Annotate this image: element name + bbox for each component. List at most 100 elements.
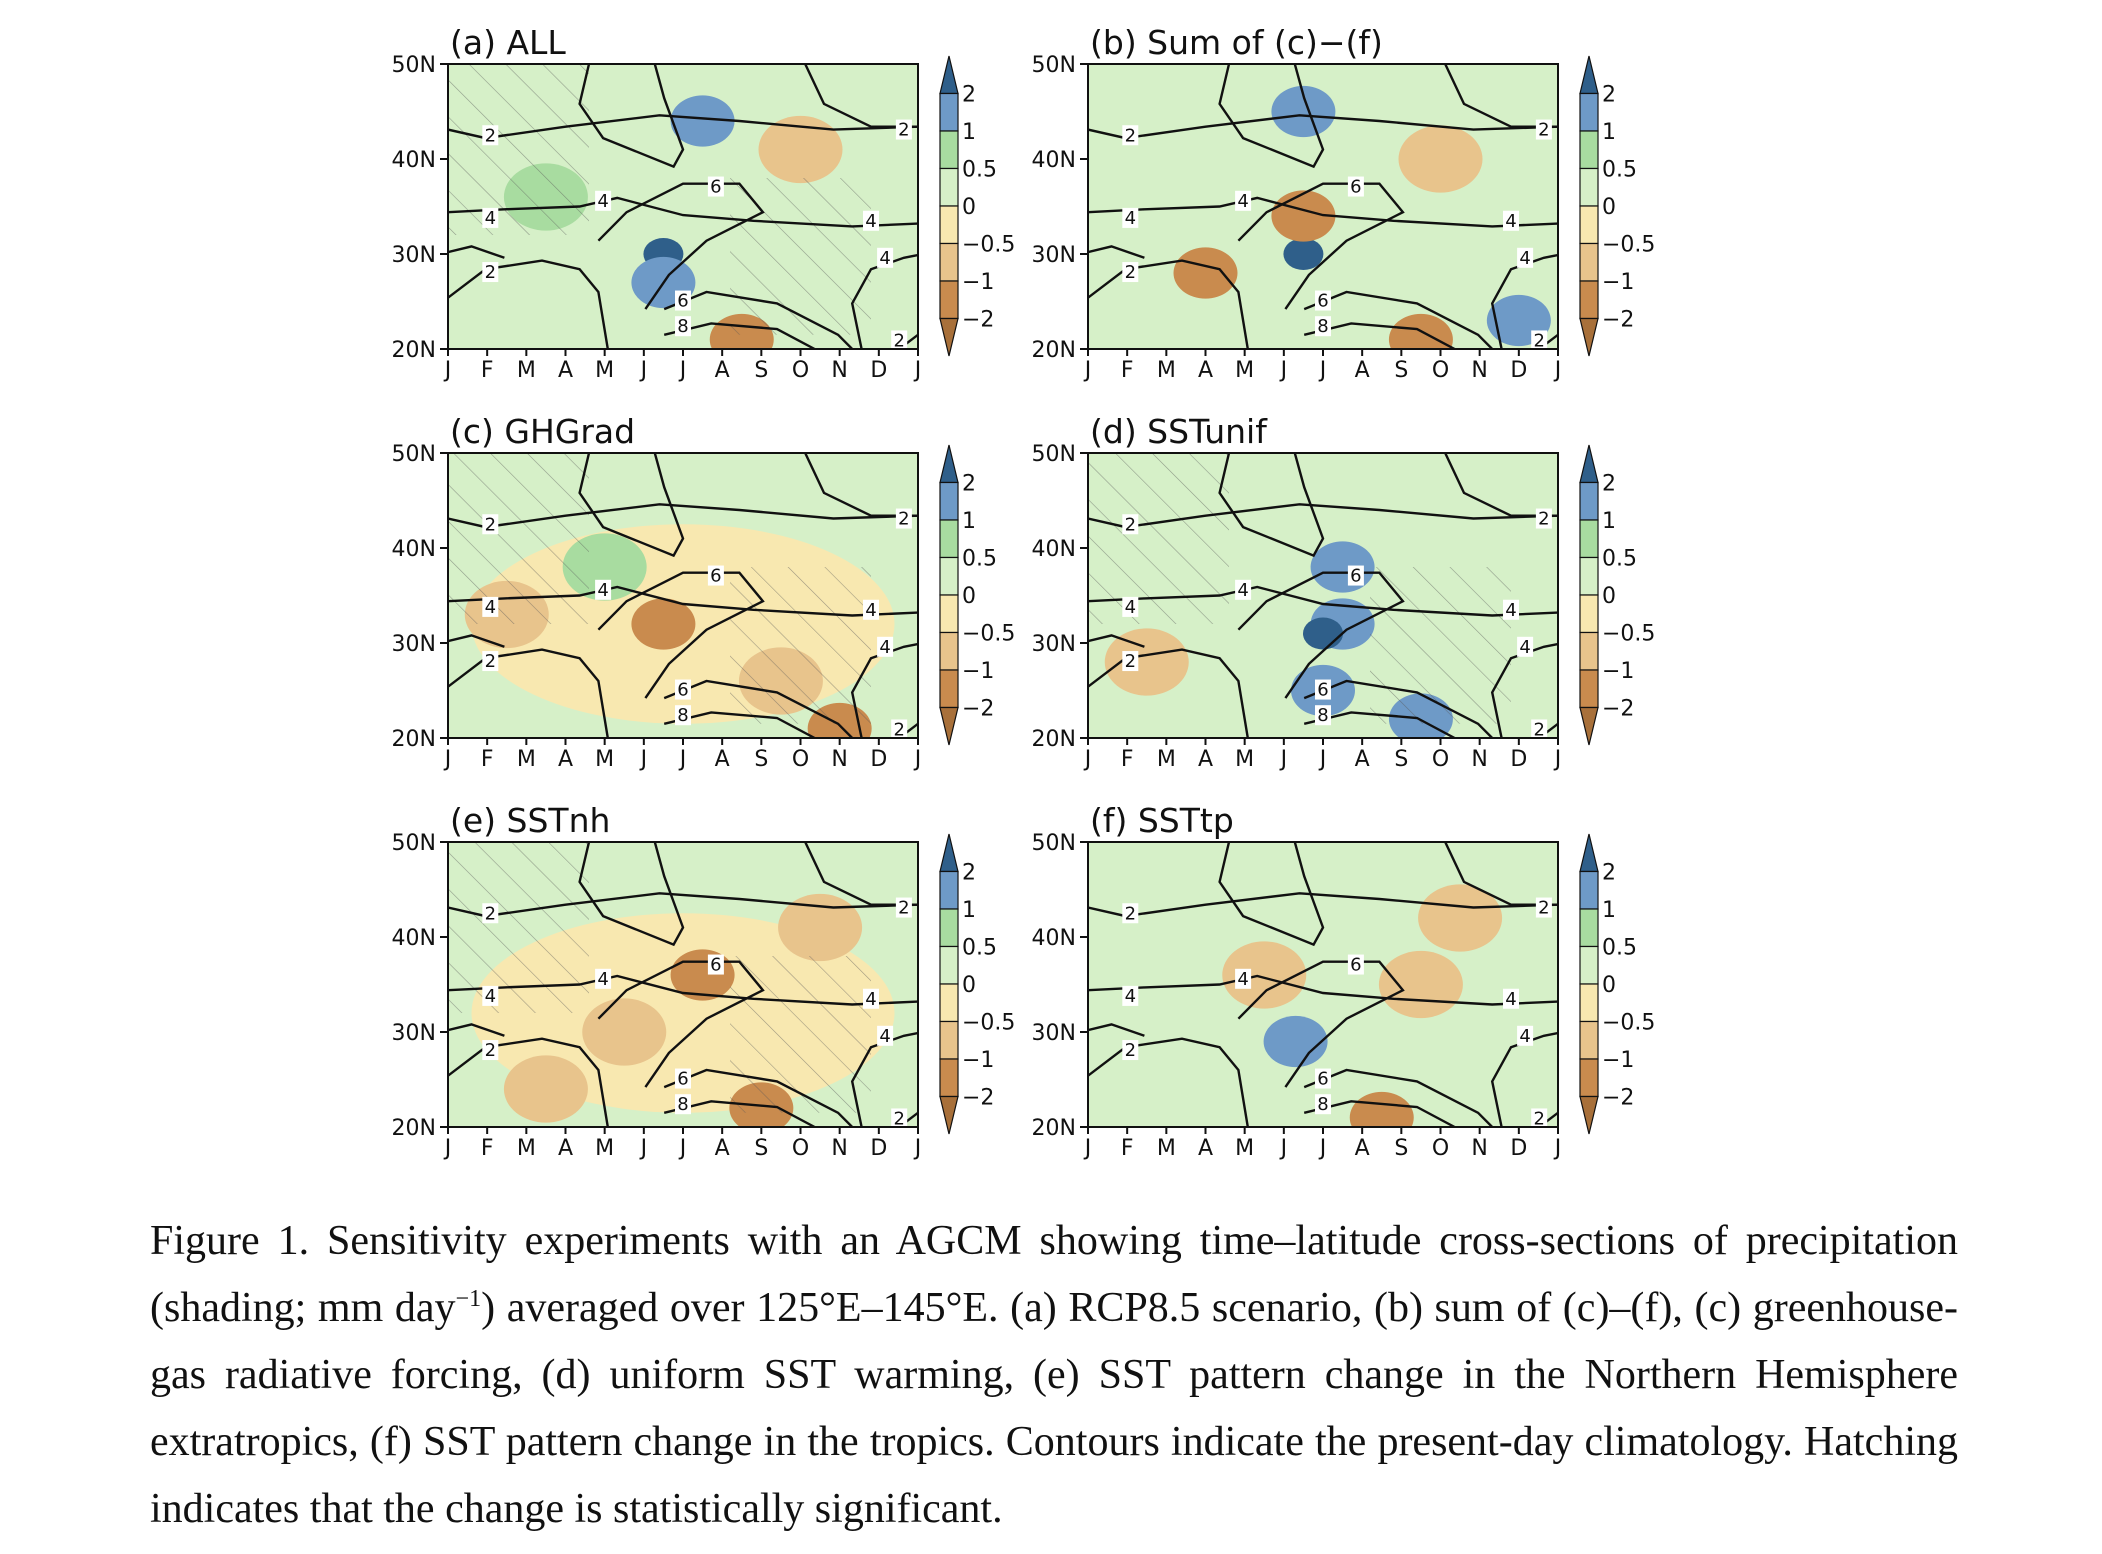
panel-a-contour-label-0: 2 <box>485 125 496 146</box>
panel-d-contour-6 <box>1490 642 1558 738</box>
colorbar-swatch-4 <box>939 594 959 634</box>
panel-e-contour-label-7: 2 <box>898 898 909 919</box>
colorbar-swatch-6 <box>939 1058 959 1098</box>
colorbar-label-3: 0 <box>962 584 976 609</box>
panel-c-contour-label-4: 4 <box>879 637 890 658</box>
panel-d-contour-label-box-0 <box>1122 514 1139 535</box>
panel-d-colorbar: 2 1 0.5 0 −0.5 −1 −2 <box>1579 444 1655 746</box>
colorbar-swatch-3 <box>939 167 959 207</box>
panel-b-contour-label-box-0 <box>1122 125 1139 146</box>
panel-b-contour-4 <box>1444 64 1558 128</box>
colorbar-swatch-4 <box>1579 205 1599 245</box>
colorbar-swatch-1 <box>939 481 959 521</box>
panel-a-contour-label-box-7 <box>895 119 912 140</box>
panel-a-contour-3 <box>578 64 685 169</box>
colorbar-swatch-0 <box>939 444 959 484</box>
panel-c-contour-5 <box>448 648 609 738</box>
panel-b-contour-label-8: 6 <box>1317 291 1328 312</box>
panel-d-month-1: F <box>1121 747 1134 772</box>
colorbar-swatch-4 <box>1579 594 1599 634</box>
panel-e-contour-label-box-7 <box>895 897 912 918</box>
panel-f-contour-label-2: 6 <box>1350 955 1361 976</box>
colorbar-label-0: 2 <box>1602 83 1616 108</box>
panel-c-contour-label-5: 2 <box>485 651 496 672</box>
panel-b-colorbar: 2 1 0.5 0 −0.5 −1 −2 <box>1579 55 1655 357</box>
panel-e-contour-3 <box>578 842 685 947</box>
colorbar-swatch-6 <box>939 669 959 709</box>
panel-a-shade-4 <box>758 115 843 184</box>
panel-d-shade-3 <box>1310 541 1375 593</box>
panel-e-contour-label-4: 4 <box>879 1026 890 1047</box>
panel-e-title: (e) SSTnh <box>450 801 610 840</box>
colorbar-swatch-7 <box>939 706 959 746</box>
panel-b-contour-label-7: 2 <box>1538 120 1549 141</box>
panel-a-contour-8 <box>663 290 854 349</box>
panel-e-hatching-2 <box>730 956 871 1113</box>
panel-d-contour-2 <box>1237 571 1405 699</box>
panel-a-month-11: D <box>870 358 887 383</box>
colorbar-swatch-7 <box>1579 706 1599 746</box>
panel-b-ylabel-3: 20N <box>1032 338 1076 363</box>
panel-f-contour-label-box-7 <box>1535 897 1552 918</box>
panel-b-contour-label-box-8 <box>1315 290 1331 311</box>
panel-a-contour-label-box-10 <box>891 330 908 349</box>
panel-f-title: (f) SSTtp <box>1090 801 1234 840</box>
panel-d-contour-label-4: 4 <box>1519 637 1530 658</box>
panel-c-month-1: F <box>481 747 494 772</box>
panel-d-contour-4 <box>1444 453 1558 517</box>
panel-b-month-4: M <box>1235 358 1254 383</box>
panel-e-contour-4 <box>804 842 918 906</box>
panel-b-shade-0 <box>1283 238 1324 270</box>
colorbar-swatch-0 <box>1579 444 1599 484</box>
panel-f-contour-label-9: 8 <box>1317 1094 1328 1115</box>
panel-a-contour-label-8: 6 <box>677 291 688 312</box>
panel-f-contour-6 <box>1490 1031 1558 1127</box>
panel-c-month-7: A <box>715 747 730 772</box>
panel-c-month-8: S <box>754 747 768 772</box>
panel-e-month-5: J <box>639 1136 648 1161</box>
panel-c-month-0: J <box>443 747 452 772</box>
colorbar-label-4: −0.5 <box>1602 622 1655 647</box>
panel-a-month-1: F <box>481 358 494 383</box>
panel-c-contour-2 <box>597 571 765 699</box>
panel-e-month-12: J <box>913 1136 922 1161</box>
panel-c-contour-label-2: 6 <box>710 566 721 587</box>
colorbar-label-5: −1 <box>1602 659 1634 684</box>
caption-text-2: ) averaged over 125°E–145°E. (a) RCP8.5 … <box>150 1285 1958 1532</box>
colorbar-swatch-1 <box>939 870 959 910</box>
panel-c-contour-label-1: 4 <box>597 580 608 601</box>
panel-d-shade-5 <box>1104 628 1189 696</box>
panel-b-month-9: O <box>1432 358 1449 383</box>
panel-d-month-6: J <box>1318 747 1327 772</box>
panel-d-contour-label-1: 4 <box>1237 580 1248 601</box>
panel-e-contour-label-8: 6 <box>677 1069 688 1090</box>
panel-a-month-0: J <box>443 358 452 383</box>
panel-a-contour-label-5: 2 <box>485 262 496 283</box>
panel-d-contour-label-9: 8 <box>1317 705 1328 726</box>
panel-c-contour-label-9: 8 <box>677 705 688 726</box>
panel-e-contour-label-1: 4 <box>597 969 608 990</box>
panel-d-ylabel-0: 50N <box>1032 442 1076 467</box>
panel-c-colorbar: 2 1 0.5 0 −0.5 −1 −2 <box>939 444 1015 746</box>
panel-c-contour-label-box-3 <box>863 599 879 620</box>
panel-f-contour-label-box-0 <box>1122 903 1139 924</box>
panel-b-month-12: J <box>1553 358 1562 383</box>
panel-b-contour-5 <box>1088 259 1249 349</box>
panel-b-month-5: J <box>1279 358 1288 383</box>
colorbar-label-3: 0 <box>962 973 976 998</box>
panel-d-month-4: M <box>1235 747 1254 772</box>
panel-b-contour-2 <box>1237 182 1405 310</box>
panel-e-contour-1 <box>448 974 918 1006</box>
panel-d-contour-label-box-5 <box>1122 651 1139 672</box>
panel-c-title: (c) GHGrad <box>450 412 635 451</box>
panel-f-contour-label-5: 2 <box>1125 1040 1136 1061</box>
panel-f-contour-label-8: 6 <box>1317 1069 1328 1090</box>
panel-c-contour-label-6: 4 <box>485 597 496 618</box>
panel-a-month-7: A <box>715 358 730 383</box>
panel-c-month-11: D <box>870 747 887 772</box>
panel-f-contour-label-6: 4 <box>1125 986 1136 1007</box>
panel-b-contour-label-9: 8 <box>1317 316 1328 337</box>
